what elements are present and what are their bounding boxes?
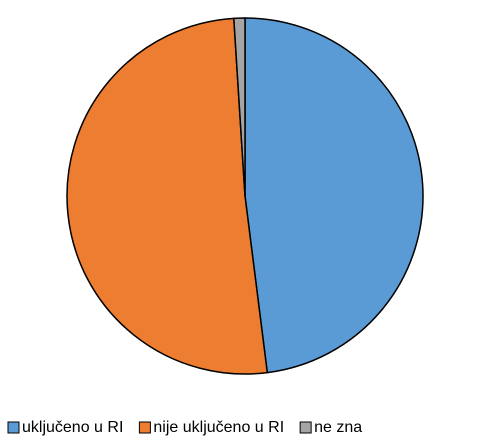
legend-swatch	[7, 421, 20, 434]
pie-slice	[244, 17, 424, 374]
legend-label: nije uključeno u RI	[153, 419, 284, 436]
pie-slice	[233, 17, 246, 197]
pie-slice	[66, 17, 269, 375]
legend-label: uključeno u RI	[22, 419, 123, 436]
legend-swatch	[299, 421, 312, 434]
legend: uključeno u RI nije uključeno u RI ne zna	[7, 419, 362, 436]
legend-label: ne zna	[314, 419, 362, 436]
legend-swatch	[138, 421, 151, 434]
